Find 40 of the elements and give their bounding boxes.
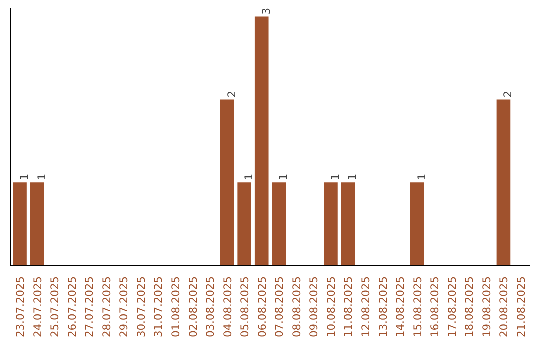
- x-tick-label: 26.07.2025: [66, 276, 79, 338]
- x-tick-label: 23.07.2025: [14, 276, 27, 338]
- x-tick-label: 19.08.2025: [480, 276, 494, 338]
- data-label: 1: [35, 174, 48, 181]
- x-tick-label: 02.08.2025: [186, 276, 200, 338]
- x-tick-label: 10.08.2025: [324, 276, 338, 338]
- data-label: 1: [18, 174, 31, 181]
- x-tick-label: 03.08.2025: [204, 276, 218, 338]
- x-tick-label: 20.08.2025: [498, 276, 511, 338]
- data-label: 1: [277, 174, 290, 181]
- x-tick-label: 12.08.2025: [360, 276, 373, 338]
- x-tick-label: 11.08.2025: [342, 276, 356, 338]
- data-label: 1: [415, 174, 428, 181]
- x-tick-label: 30.07.2025: [134, 276, 148, 338]
- x-tick-label: 28.07.2025: [100, 276, 114, 338]
- x-tick-label: 09.08.2025: [308, 276, 321, 338]
- x-tick-label: 31.07.2025: [152, 276, 166, 338]
- x-tick-label: 14.08.2025: [394, 276, 408, 338]
- data-label: 1: [346, 174, 360, 181]
- x-tick-label: 13.08.2025: [376, 276, 390, 338]
- data-label: 3: [260, 8, 273, 15]
- x-tick-label: 27.07.2025: [83, 276, 96, 338]
- x-tick-label: 05.08.2025: [238, 276, 252, 338]
- data-label: 2: [225, 90, 238, 98]
- data-label: 2: [502, 90, 515, 98]
- x-tick-label: 08.08.2025: [290, 276, 304, 338]
- x-tick-label: 07.08.2025: [273, 276, 286, 338]
- data-label: 1: [242, 174, 256, 181]
- x-tick-label: 29.07.2025: [118, 276, 131, 338]
- x-tick-label: 06.08.2025: [256, 276, 269, 338]
- x-tick-label: 15.08.2025: [411, 276, 424, 338]
- data-label: 1: [328, 174, 342, 181]
- x-tick-label: 04.08.2025: [221, 276, 234, 338]
- x-tick-label: 18.08.2025: [463, 276, 476, 338]
- x-tick-label: 16.08.2025: [428, 276, 442, 338]
- x-tick-label: 24.07.2025: [31, 276, 44, 338]
- x-tick-label: 17.08.2025: [446, 276, 459, 338]
- x-tick-label: 21.08.2025: [515, 276, 528, 338]
- x-tick-label: 01.08.2025: [169, 276, 182, 338]
- x-tick-label: 25.07.2025: [48, 276, 62, 338]
